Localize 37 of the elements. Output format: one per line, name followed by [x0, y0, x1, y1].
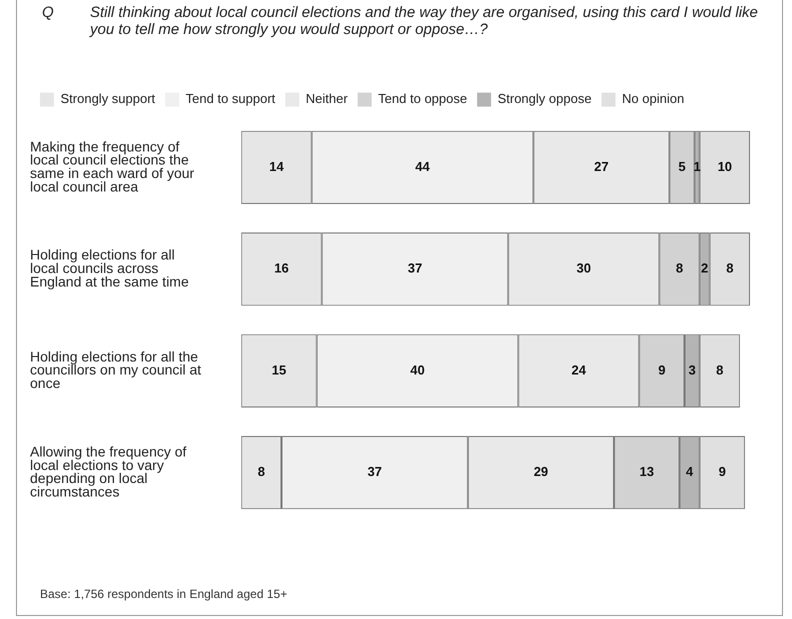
data-label: 1 — [693, 159, 701, 174]
data-label: 9 — [658, 362, 666, 378]
data-label: 14 — [269, 159, 284, 174]
legend-label: Strongly oppose — [498, 91, 592, 106]
legend-label: Tend to support — [186, 91, 276, 106]
chart-title: Still thinking about local council elections and the way they are organised, using this card I would like you to tell me how strongly you would support or oppose…? — [90, 4, 759, 38]
data-label: 37 — [408, 260, 422, 276]
data-label: 24 — [571, 362, 587, 378]
y-tick-label: Holding elections for all the councillors on my council at once — [30, 348, 202, 392]
y-tick-label: Allowing the frequency of local elections to vary depending on local circumstances — [30, 443, 187, 500]
legend-label: Strongly support — [60, 91, 156, 106]
data-label: 40 — [410, 362, 425, 378]
data-label: 5 — [678, 159, 686, 174]
data-label: 3 — [688, 362, 696, 378]
data-label: 9 — [718, 464, 726, 480]
legend-label: Tend to oppose — [378, 91, 468, 106]
data-label: 8 — [676, 260, 684, 276]
data-label: 16 — [274, 260, 289, 276]
y-tick-label: Making the frequency of local council elections the same in each ward of your local council area — [30, 138, 195, 194]
data-label: 8 — [726, 260, 734, 276]
data-label: 10 — [718, 159, 732, 174]
data-label: 8 — [716, 362, 724, 378]
data-label: 27 — [594, 159, 609, 174]
data-label: 44 — [415, 159, 431, 174]
legend-label: Neither — [306, 91, 348, 106]
data-label: 2 — [701, 260, 708, 276]
legend-label: No opinion — [622, 91, 684, 106]
text: Base: 1,756 respondents in England aged 15+ — [40, 587, 288, 601]
text: Q — [42, 4, 54, 21]
data-label: 37 — [367, 464, 382, 480]
data-label: 4 — [686, 464, 694, 480]
data-label: 29 — [534, 464, 548, 480]
data-label: 13 — [639, 464, 654, 480]
y-tick-label: Holding elections for all local councils across England at the same time — [30, 246, 189, 290]
data-label: 15 — [272, 362, 286, 378]
data-label: 8 — [258, 464, 265, 480]
data-label: 30 — [576, 260, 591, 276]
